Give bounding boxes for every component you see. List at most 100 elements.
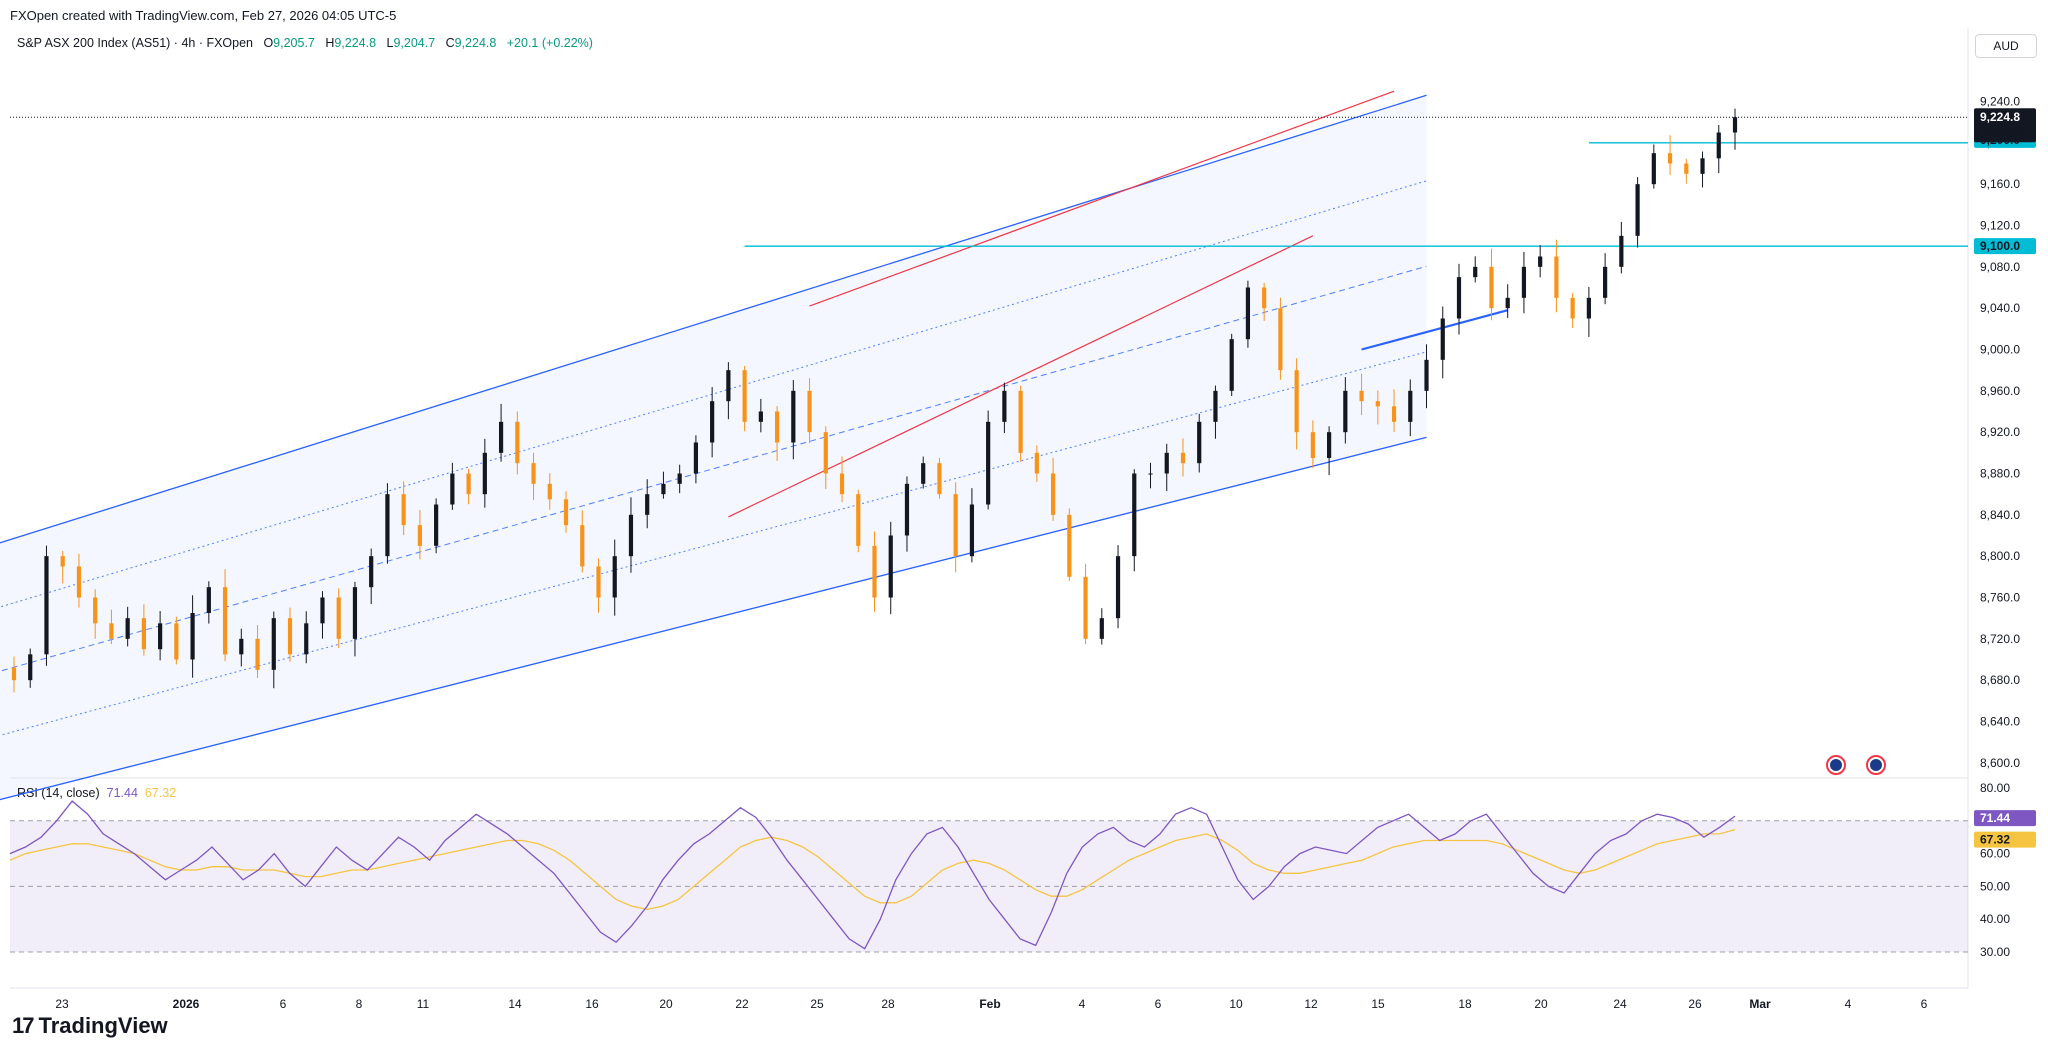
candle-body [807, 390, 812, 433]
time-tick-label: 20 [1534, 997, 1548, 1011]
candle-body [28, 654, 33, 681]
candle-body [1684, 163, 1689, 174]
time-tick-label: 11 [417, 997, 430, 1011]
candle-body [1489, 266, 1494, 309]
open-label: O [263, 36, 274, 50]
candle-body [482, 452, 487, 495]
change-value: +20.1 (+0.22%) [506, 36, 593, 50]
candle-body [710, 401, 715, 443]
candle-body [1408, 390, 1413, 422]
candle-body [645, 494, 650, 515]
low-value: 9,204.7 [393, 36, 436, 50]
candle-body [1554, 256, 1559, 298]
channel-fill [0, 95, 1427, 800]
candle-body [1262, 287, 1267, 309]
channel-midline [0, 265, 1427, 672]
rsi-ma-value-tag: 67.32 [1974, 831, 2036, 848]
candle-body [1521, 266, 1527, 298]
candle-body [888, 535, 893, 598]
low-label: L [386, 36, 394, 50]
candle-body [60, 556, 65, 567]
candle-body [580, 525, 585, 567]
candle-body [1505, 297, 1510, 309]
candle-body [1180, 452, 1186, 464]
candle-body [953, 494, 958, 557]
candle-body [1424, 359, 1429, 391]
rsi-ma-value: 67.32 [144, 786, 177, 800]
candle-body [986, 421, 991, 505]
candle-body [921, 463, 926, 484]
candle-body [434, 504, 439, 546]
candle-body [1310, 432, 1315, 458]
time-tick-label: 22 [735, 997, 749, 1011]
candle-body [287, 618, 293, 655]
candle-body [44, 556, 49, 655]
candle-body [1213, 390, 1218, 422]
candle-body [304, 623, 309, 655]
price-tick-label: 9,120.0 [1980, 219, 2020, 233]
inner-channel-upper-line [809, 90, 1395, 307]
tradingview-logo[interactable]: 17 TradingView [12, 1013, 168, 1039]
candle-body [1359, 390, 1364, 402]
symbol-legend[interactable]: S&P ASX 200 Index (AS51) · 4h · FXOpen O… [17, 36, 593, 50]
rsi-value-tag-bg [1974, 810, 2036, 827]
price-tick-label: 8,840.0 [1980, 508, 2020, 522]
rsi-value-tag: 71.44 [1974, 810, 2036, 827]
last-price-value: 9,224.8 [1980, 110, 2020, 124]
candle-body [498, 421, 504, 453]
candle-body [76, 566, 82, 598]
candle-body [1294, 370, 1299, 433]
flag-au-icon[interactable] [1826, 755, 1846, 775]
time-tick-label: 23 [55, 997, 69, 1011]
candle-body [1391, 406, 1397, 422]
channel-upper-line [0, 94, 1427, 544]
candle-body [1132, 473, 1137, 557]
candle-body [369, 556, 374, 588]
channel-lower-line [0, 436, 1427, 801]
price-tick-label: 9,080.0 [1980, 260, 2020, 274]
time-tick-label: 14 [508, 997, 522, 1011]
candle-body [239, 638, 244, 655]
candle-body [11, 667, 17, 681]
candle-body [1164, 452, 1169, 474]
level-tag-9100-bg [1974, 238, 2036, 255]
rsi-value-tag-text: 71.44 [1980, 811, 2010, 825]
level-tag-9100-text: 9,100.0 [1980, 239, 2020, 253]
candle-body [791, 390, 796, 443]
tradingview-logo-icon: 17 [12, 1013, 35, 1038]
candle-body [1197, 421, 1202, 464]
candle-body [1603, 266, 1608, 298]
price-tick-label: 9,000.0 [1980, 343, 2020, 357]
candle-body [174, 623, 179, 660]
candle-body [1245, 287, 1251, 340]
candle-body [320, 597, 325, 624]
time-tick-label: Mar [1749, 997, 1771, 1011]
candle-body [856, 494, 861, 546]
close-label: C [445, 36, 455, 50]
price-tick-label: 9,240.0 [1980, 95, 2020, 109]
time-tick-label: 6 [1155, 997, 1162, 1011]
candle-body [758, 411, 763, 422]
currency-button[interactable]: AUD [1975, 34, 2037, 58]
rsi-tick-label: 30.00 [1980, 945, 2010, 959]
flag-au-icon[interactable] [1866, 755, 1886, 775]
symbol-title[interactable]: S&P ASX 200 Index (AS51) · 4h · FXOpen [17, 36, 254, 50]
candle-body [1456, 277, 1462, 319]
candle-body [742, 370, 747, 422]
time-tick-label: 6 [1921, 997, 1928, 1011]
rsi-ma-line [9, 828, 1736, 911]
time-tick-label: 15 [1371, 997, 1385, 1011]
price-tick-label: 8,720.0 [1980, 632, 2020, 646]
rsi-tick-label: 40.00 [1980, 912, 2010, 926]
last-price-tag: 9,224.801:54:05 [1974, 108, 2036, 143]
brand-name: TradingView [38, 1013, 168, 1038]
candle-body [515, 421, 520, 464]
rsi-value: 71.44 [106, 786, 138, 800]
candle-body [1099, 618, 1104, 639]
candle-body [109, 623, 114, 639]
candle-body [271, 618, 276, 670]
candle-body [937, 463, 942, 495]
candle-body [190, 613, 195, 660]
price-tick-label: 9,160.0 [1980, 177, 2020, 191]
